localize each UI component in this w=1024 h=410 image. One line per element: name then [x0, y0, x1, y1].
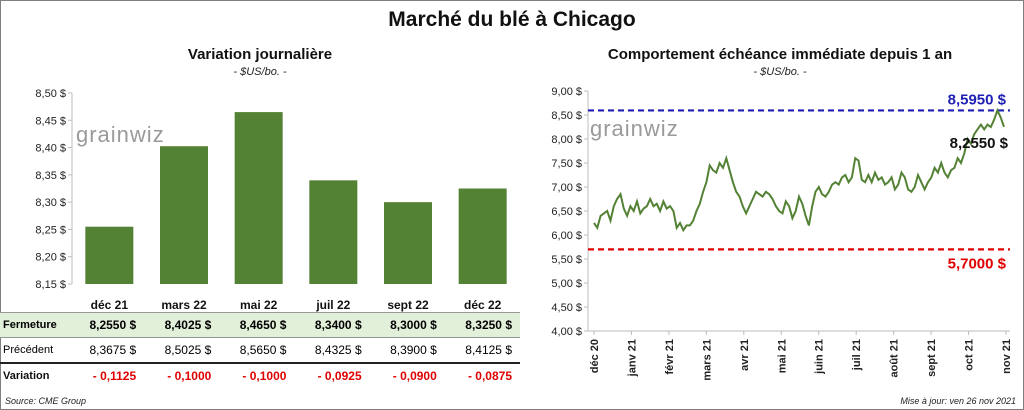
x-tick-label: mai 22 [240, 298, 278, 312]
table-cell: 8,2550 $ [69, 312, 145, 338]
x-tick-label: avr 21 [739, 339, 751, 371]
update-note: Mise à jour: ven 26 nov 2021 [900, 396, 1016, 406]
x-tick-label: mars 21 [701, 339, 713, 381]
x-tick-label: juin 21 [814, 339, 826, 375]
price-line [593, 107, 1005, 233]
table-cell: 8,4325 $ [294, 337, 370, 364]
y-tick-label: 4,00 $ [551, 326, 582, 338]
table-cell: 8,3675 $ [69, 337, 145, 364]
row-label: Variation [3, 370, 50, 382]
right-chart-title: Comportement échéance immédiate depuis 1… [607, 46, 953, 63]
table-cell: 8,3900 $ [369, 337, 445, 364]
x-tick-label: déc 21 [91, 298, 129, 312]
table-row-fermeture: Fermeture 8,2550 $ 8,4025 $ 8,4650 $ 8,3… [0, 312, 520, 338]
bar-5 [458, 188, 507, 284]
y-tick-label: 8,25 $ [35, 224, 66, 236]
y-tick-label: 4,50 $ [551, 302, 582, 314]
bar-4 [384, 202, 432, 284]
table-cell: 8,5025 $ [144, 337, 220, 364]
left-chart-title: Variation journalière [187, 46, 333, 63]
table-cell: 8,4125 $ [444, 337, 520, 364]
x-tick-label: août 21 [889, 339, 901, 378]
y-tick-label: 7,00 $ [551, 182, 582, 194]
low-value-label: 5,7000 $ [948, 255, 1007, 272]
y-tick-label: 8,20 $ [35, 252, 66, 264]
table-cell: - 0,0875 [467, 369, 512, 383]
x-tick-label: déc 20 [589, 339, 601, 373]
x-tick-label: juil 21 [851, 339, 863, 371]
left-chart-unit: - $US/bo. - [233, 66, 287, 78]
table-cell: 8,3400 $ [294, 312, 370, 338]
y-tick-label: 5,50 $ [551, 254, 582, 266]
table-cell: - 0,1000 [167, 369, 212, 383]
last-value-label: 8,2550 $ [950, 135, 1009, 152]
table-cell: - 0,1000 [242, 369, 287, 383]
bar-1 [160, 146, 208, 284]
watermark-text: grainwiz [590, 116, 679, 141]
y-tick-label: 9,00 $ [551, 86, 582, 98]
table-cell: 8,5650 $ [219, 337, 295, 364]
row-label: Précédent [0, 337, 69, 364]
y-tick-label: 8,00 $ [551, 134, 582, 146]
page-title: Marché du blé à Chicago [388, 8, 636, 31]
bar-chart: 8,15 $ 8,20 $ 8,25 $ 8,30 $ 8,35 $ 8,40 $ 8,45… [35, 88, 507, 312]
x-tick-label: janv 21 [626, 339, 638, 377]
x-tick-label: mai 21 [776, 339, 788, 373]
y-tick-label: 8,40 $ [35, 143, 66, 155]
table-cell: 8,4650 $ [219, 312, 295, 338]
high-value-label: 8,5950 $ [948, 91, 1007, 108]
y-tick-label: 7,50 $ [551, 158, 582, 170]
watermark-text: grainwiz [76, 122, 165, 147]
table-row-precedent: Précédent 8,3675 $ 8,5025 $ 8,5650 $ 8,4… [0, 337, 520, 364]
y-tick-label: 8,15 $ [35, 279, 66, 291]
row-label: Fermeture [0, 312, 69, 338]
table-row-variation: Variation - 0,1125 - 0,1000 - 0,1000 - 0… [0, 363, 520, 388]
y-tick-label: 8,50 $ [551, 110, 582, 122]
bar-3 [309, 180, 358, 284]
bar-0 [85, 226, 134, 284]
x-tick-label: févr 21 [664, 339, 676, 374]
y-tick-label: 8,30 $ [35, 197, 66, 209]
y-tick-label: 6,00 $ [551, 230, 582, 242]
table-cell: - 0,1125 [92, 369, 137, 383]
x-tick-label: sept 22 [387, 298, 429, 312]
price-table: Fermeture 8,2550 $ 8,4025 $ 8,4650 $ 8,3… [0, 312, 520, 388]
table-cell: - 0,0900 [392, 369, 437, 383]
y-tick-label: 8,35 $ [35, 170, 66, 182]
y-tick-label: 6,50 $ [551, 206, 582, 218]
x-tick-label: juil 22 [315, 298, 350, 312]
x-tick-label: mars 22 [161, 298, 207, 312]
table-cell: 8,3000 $ [369, 312, 445, 338]
x-tick-label: déc 22 [464, 298, 502, 312]
x-tick-label: nov 21 [1001, 339, 1013, 374]
right-chart-unit: - $US/bo. - [753, 66, 807, 78]
y-tick-label: 8,45 $ [35, 115, 66, 127]
x-tick-label: sept 21 [926, 339, 938, 377]
y-tick-label: 8,50 $ [35, 88, 66, 100]
y-tick-label: 5,00 $ [551, 278, 582, 290]
source-note: Source: CME Group [5, 396, 87, 406]
line-chart: 4,00 $ 4,50 $ 5,00 $ 5,50 $ 6,00 $ 6,50 $ 7,00… [551, 86, 1013, 381]
table-cell: 8,4025 $ [144, 312, 220, 338]
bar-2 [234, 112, 283, 284]
table-cell: 8,3250 $ [444, 312, 520, 338]
x-tick-label: oct 21 [964, 339, 976, 371]
table-cell: - 0,0925 [317, 369, 362, 383]
